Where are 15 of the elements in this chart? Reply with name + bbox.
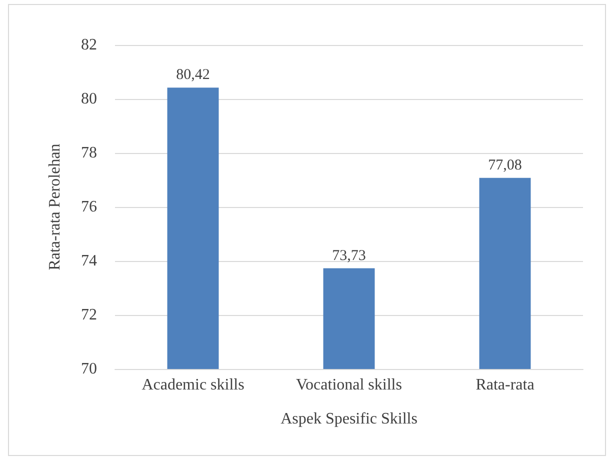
- x-tick-label: Vocational skills: [296, 376, 402, 394]
- data-label: 77,08: [488, 157, 522, 174]
- data-label: 73,73: [332, 248, 366, 264]
- x-tick-label: Rata-rata: [476, 376, 534, 394]
- y-tick-label: 78: [81, 144, 97, 162]
- y-axis-title: Rata-rata Perolehan: [46, 144, 64, 270]
- x-tick-label: Academic skills: [142, 376, 244, 394]
- y-tick-label: 82: [81, 36, 97, 54]
- x-axis-title: Aspek Spesific Skills: [280, 410, 418, 428]
- y-tick-label: 80: [81, 90, 97, 108]
- data-label: 80,42: [176, 67, 210, 84]
- y-tick-label: 72: [81, 306, 97, 324]
- y-tick-label: 76: [81, 198, 97, 216]
- y-tick-label: 74: [81, 252, 97, 270]
- y-tick-label: 70: [81, 360, 97, 378]
